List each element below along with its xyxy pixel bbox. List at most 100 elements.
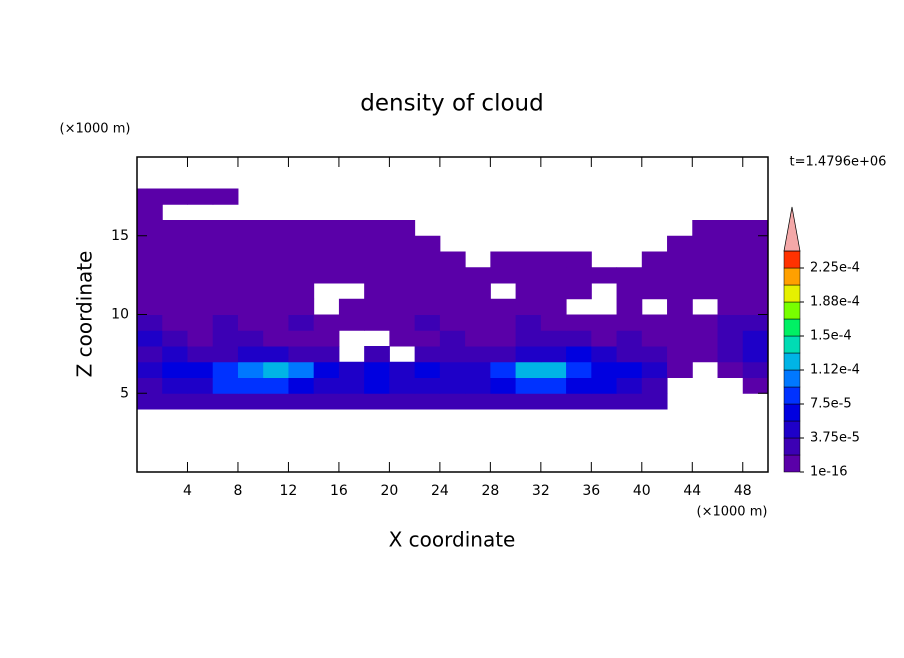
- contour-cell: [742, 314, 769, 331]
- contour-cell: [364, 251, 390, 268]
- contour-cell: [717, 361, 744, 378]
- contour-cell: [212, 251, 239, 268]
- colorbar-band: [783, 267, 801, 286]
- contour-cell: [187, 346, 214, 363]
- x-tick-label: 48: [734, 483, 752, 499]
- contour-cell: [263, 251, 289, 268]
- contour-cell: [237, 267, 264, 284]
- contour-cell: [540, 346, 567, 363]
- contour-cell: [162, 283, 188, 300]
- contour-cell: [162, 220, 188, 237]
- contour-cell: [137, 220, 163, 237]
- contour-cell: [137, 346, 163, 363]
- contour-cell: [439, 298, 466, 315]
- contour-cell: [263, 314, 289, 331]
- contour-cell: [288, 314, 315, 331]
- contour-cell: [237, 283, 264, 300]
- contour-cell: [212, 346, 239, 363]
- colorbar-band: [783, 386, 801, 405]
- contour-cell: [288, 361, 315, 378]
- contour-cell: [212, 393, 239, 410]
- contour-cell: [137, 267, 163, 284]
- contour-cell: [263, 346, 289, 363]
- contour-cell: [641, 251, 668, 268]
- contour-cell: [742, 220, 769, 237]
- contour-cell: [692, 267, 719, 284]
- contour-cell: [667, 346, 693, 363]
- contour-cell: [389, 361, 416, 378]
- contour-cell: [667, 283, 693, 300]
- contour-cell: [717, 283, 744, 300]
- contour-cell: [616, 346, 643, 363]
- contour-cell: [540, 267, 567, 284]
- contour-cell: [439, 283, 466, 300]
- contour-cell: [338, 361, 365, 378]
- contour-cell: [540, 361, 567, 378]
- contour-cell: [616, 298, 643, 315]
- contour-cell: [667, 251, 693, 268]
- contour-cell: [187, 283, 214, 300]
- contour-cell: [465, 393, 491, 410]
- contour-cell: [137, 377, 163, 394]
- contour-cell: [667, 267, 693, 284]
- contour-cell: [717, 235, 744, 252]
- colorbar-band: [783, 335, 801, 354]
- contour-cell: [389, 330, 416, 347]
- contour-cell: [641, 377, 668, 394]
- colorbar-band: [783, 352, 801, 371]
- contour-cell: [237, 220, 264, 237]
- contour-cell: [692, 220, 719, 237]
- contour-cell: [288, 377, 315, 394]
- contour-cell: [162, 235, 188, 252]
- contour-cell: [515, 283, 542, 300]
- contour-cell: [187, 330, 214, 347]
- colorbar-label: 1.12e-4: [810, 363, 860, 378]
- contour-cell: [692, 346, 719, 363]
- contour-cell: [364, 220, 390, 237]
- colorbar-band: [783, 250, 801, 269]
- contour-cell: [591, 361, 618, 378]
- contour-cell: [616, 267, 643, 284]
- colorbar-band: [783, 437, 801, 456]
- contour-cell: [288, 235, 315, 252]
- contour-cell: [566, 267, 592, 284]
- contour-cell: [288, 346, 315, 363]
- contour-cell: [338, 393, 365, 410]
- contour-cell: [338, 267, 365, 284]
- contour-cell: [137, 235, 163, 252]
- contour-cell: [465, 377, 491, 394]
- chart-title: density of cloud: [360, 91, 543, 117]
- contour-cell: [389, 298, 416, 315]
- contour-cell: [566, 251, 592, 268]
- contour-cell: [414, 330, 441, 347]
- contour-cell: [616, 314, 643, 331]
- y-unit: (×1000 m): [60, 122, 131, 137]
- contour-cell: [566, 314, 592, 331]
- contour-cell: [490, 267, 517, 284]
- contour-cell: [313, 393, 340, 410]
- contour-cell: [137, 283, 163, 300]
- contour-cell: [540, 393, 567, 410]
- contour-cell: [692, 314, 719, 331]
- contour-cell: [692, 251, 719, 268]
- contour-cell: [389, 377, 416, 394]
- colorbar-extend: [783, 206, 801, 252]
- contour-cell: [439, 361, 466, 378]
- contour-cell: [313, 314, 340, 331]
- contour-cell: [389, 251, 416, 268]
- contour-cell: [465, 314, 491, 331]
- contour-cell: [717, 267, 744, 284]
- contour-cell: [591, 393, 618, 410]
- contour-cell: [742, 346, 769, 363]
- contour-cell: [616, 283, 643, 300]
- x-tick-label: 16: [330, 483, 348, 499]
- contour-cell: [717, 330, 744, 347]
- contour-cell: [237, 314, 264, 331]
- contour-cell: [439, 251, 466, 268]
- contour-cell: [338, 220, 365, 237]
- contour-cell: [263, 377, 289, 394]
- contour-cell: [742, 251, 769, 268]
- colorbar-label: 1.88e-4: [810, 295, 860, 310]
- contour-cell: [137, 188, 163, 205]
